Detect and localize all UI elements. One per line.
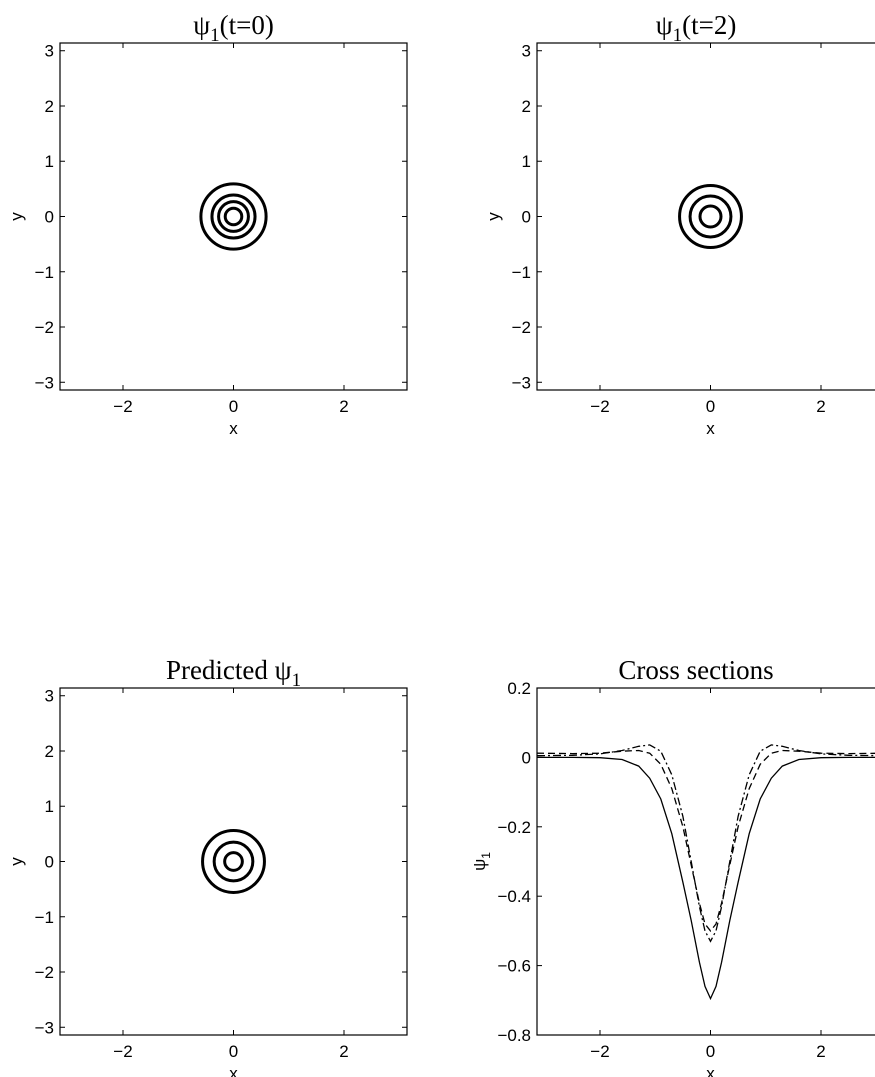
x-tick-label: 2 <box>816 397 825 416</box>
plot-area <box>537 744 875 1001</box>
y-tick-label: 1 <box>45 152 54 171</box>
y-tick-label: 0 <box>45 208 54 227</box>
y-tick-label: −0.2 <box>497 818 531 837</box>
x-axis-label: x <box>706 419 715 438</box>
x-tick-label: 0 <box>229 1042 238 1061</box>
y-tick-label: 3 <box>522 42 531 61</box>
x-tick-label: −2 <box>590 1042 609 1061</box>
y-tick-label: −2 <box>35 318 54 337</box>
y-tick-label: 0 <box>522 208 531 227</box>
x-tick-label: 2 <box>339 1042 348 1061</box>
x-axis-label: x <box>229 1064 238 1077</box>
contour-line <box>210 193 257 240</box>
y-tick-label: 3 <box>45 687 54 706</box>
title-main: Predicted ψ <box>166 655 292 685</box>
y-label-subscript: 1 <box>479 852 493 859</box>
series-line-dashed <box>537 749 875 932</box>
y-tick-label: −2 <box>35 963 54 982</box>
y-axis-label: y <box>7 857 26 866</box>
x-tick-label: 0 <box>229 397 238 416</box>
title-suffix: (t=2) <box>682 10 736 40</box>
chart-title: ψ1(t=0) <box>193 10 274 46</box>
y-tick-label: 2 <box>45 742 54 761</box>
contour-line <box>212 840 255 883</box>
y-tick-label: 0.2 <box>507 679 531 698</box>
x-tick-label: −2 <box>113 397 132 416</box>
y-tick-label: −3 <box>35 373 54 392</box>
title-suffix: (t=0) <box>220 10 274 40</box>
title-subscript: 1 <box>292 670 302 691</box>
x-tick-label: −2 <box>113 1042 132 1061</box>
x-axis-label: x <box>706 1064 715 1077</box>
x-tick-label: 0 <box>706 1042 715 1061</box>
y-tick-label: 1 <box>45 797 54 816</box>
x-axis-label: x <box>229 419 238 438</box>
axes-frame <box>59 687 408 1036</box>
x-tick-label: 0 <box>706 397 715 416</box>
y-tick-label: 0 <box>45 853 54 872</box>
chart-title: Cross sections <box>618 655 773 685</box>
title-subscript: 1 <box>210 25 220 46</box>
series-line-dashdot <box>537 744 875 943</box>
y-tick-label: 2 <box>45 97 54 116</box>
title-main: Cross sections <box>618 655 773 685</box>
plot-area <box>199 182 268 251</box>
title-main: ψ <box>193 10 210 40</box>
y-axis-label: ψ1 <box>470 852 493 871</box>
title-subscript: 1 <box>673 25 683 46</box>
y-tick-label: −0.4 <box>497 887 531 906</box>
y-tick-label: 3 <box>45 42 54 61</box>
y-tick-label: −2 <box>512 318 531 337</box>
y-axis-label: y <box>7 212 26 221</box>
y-tick-label: −0.8 <box>497 1026 531 1045</box>
contour-line <box>698 204 723 229</box>
x-tick-label: 2 <box>816 1042 825 1061</box>
contour-line <box>199 182 268 251</box>
series-line-solid <box>537 756 875 1001</box>
y-tick-label: −1 <box>35 263 54 282</box>
contour-line <box>201 829 266 894</box>
chart-panel-4: −2 0 2 −0.8 −0.6 −0.4 −0.2 0 0.2 x ψ1 Cross section… <box>470 655 875 1077</box>
x-tick-label: 2 <box>339 397 348 416</box>
y-tick-label: 0 <box>522 748 531 767</box>
x-tick-label: −2 <box>590 397 609 416</box>
y-tick-label: −3 <box>35 1018 54 1037</box>
plot-area <box>678 184 743 249</box>
y-tick-label: −3 <box>512 373 531 392</box>
y-tick-label: 1 <box>522 152 531 171</box>
axes-frame <box>59 42 408 391</box>
y-label-main: ψ <box>470 859 489 871</box>
y-tick-label: −1 <box>35 908 54 927</box>
contour-line <box>217 200 250 233</box>
contour-line <box>678 184 743 249</box>
y-tick-label: −1 <box>512 263 531 282</box>
contour-line <box>688 194 733 239</box>
axes-frame <box>536 687 875 1036</box>
y-tick-label: −0.6 <box>497 957 531 976</box>
chart-title: Predicted ψ1 <box>166 655 301 691</box>
y-axis-label: y <box>484 212 503 221</box>
title-main: ψ <box>656 10 673 40</box>
chart-title: ψ1(t=2) <box>656 10 737 46</box>
axes-frame <box>536 42 875 391</box>
contour-line <box>223 206 244 227</box>
y-tick-label: 2 <box>522 97 531 116</box>
contour-line <box>223 851 244 872</box>
plot-area <box>201 829 266 894</box>
